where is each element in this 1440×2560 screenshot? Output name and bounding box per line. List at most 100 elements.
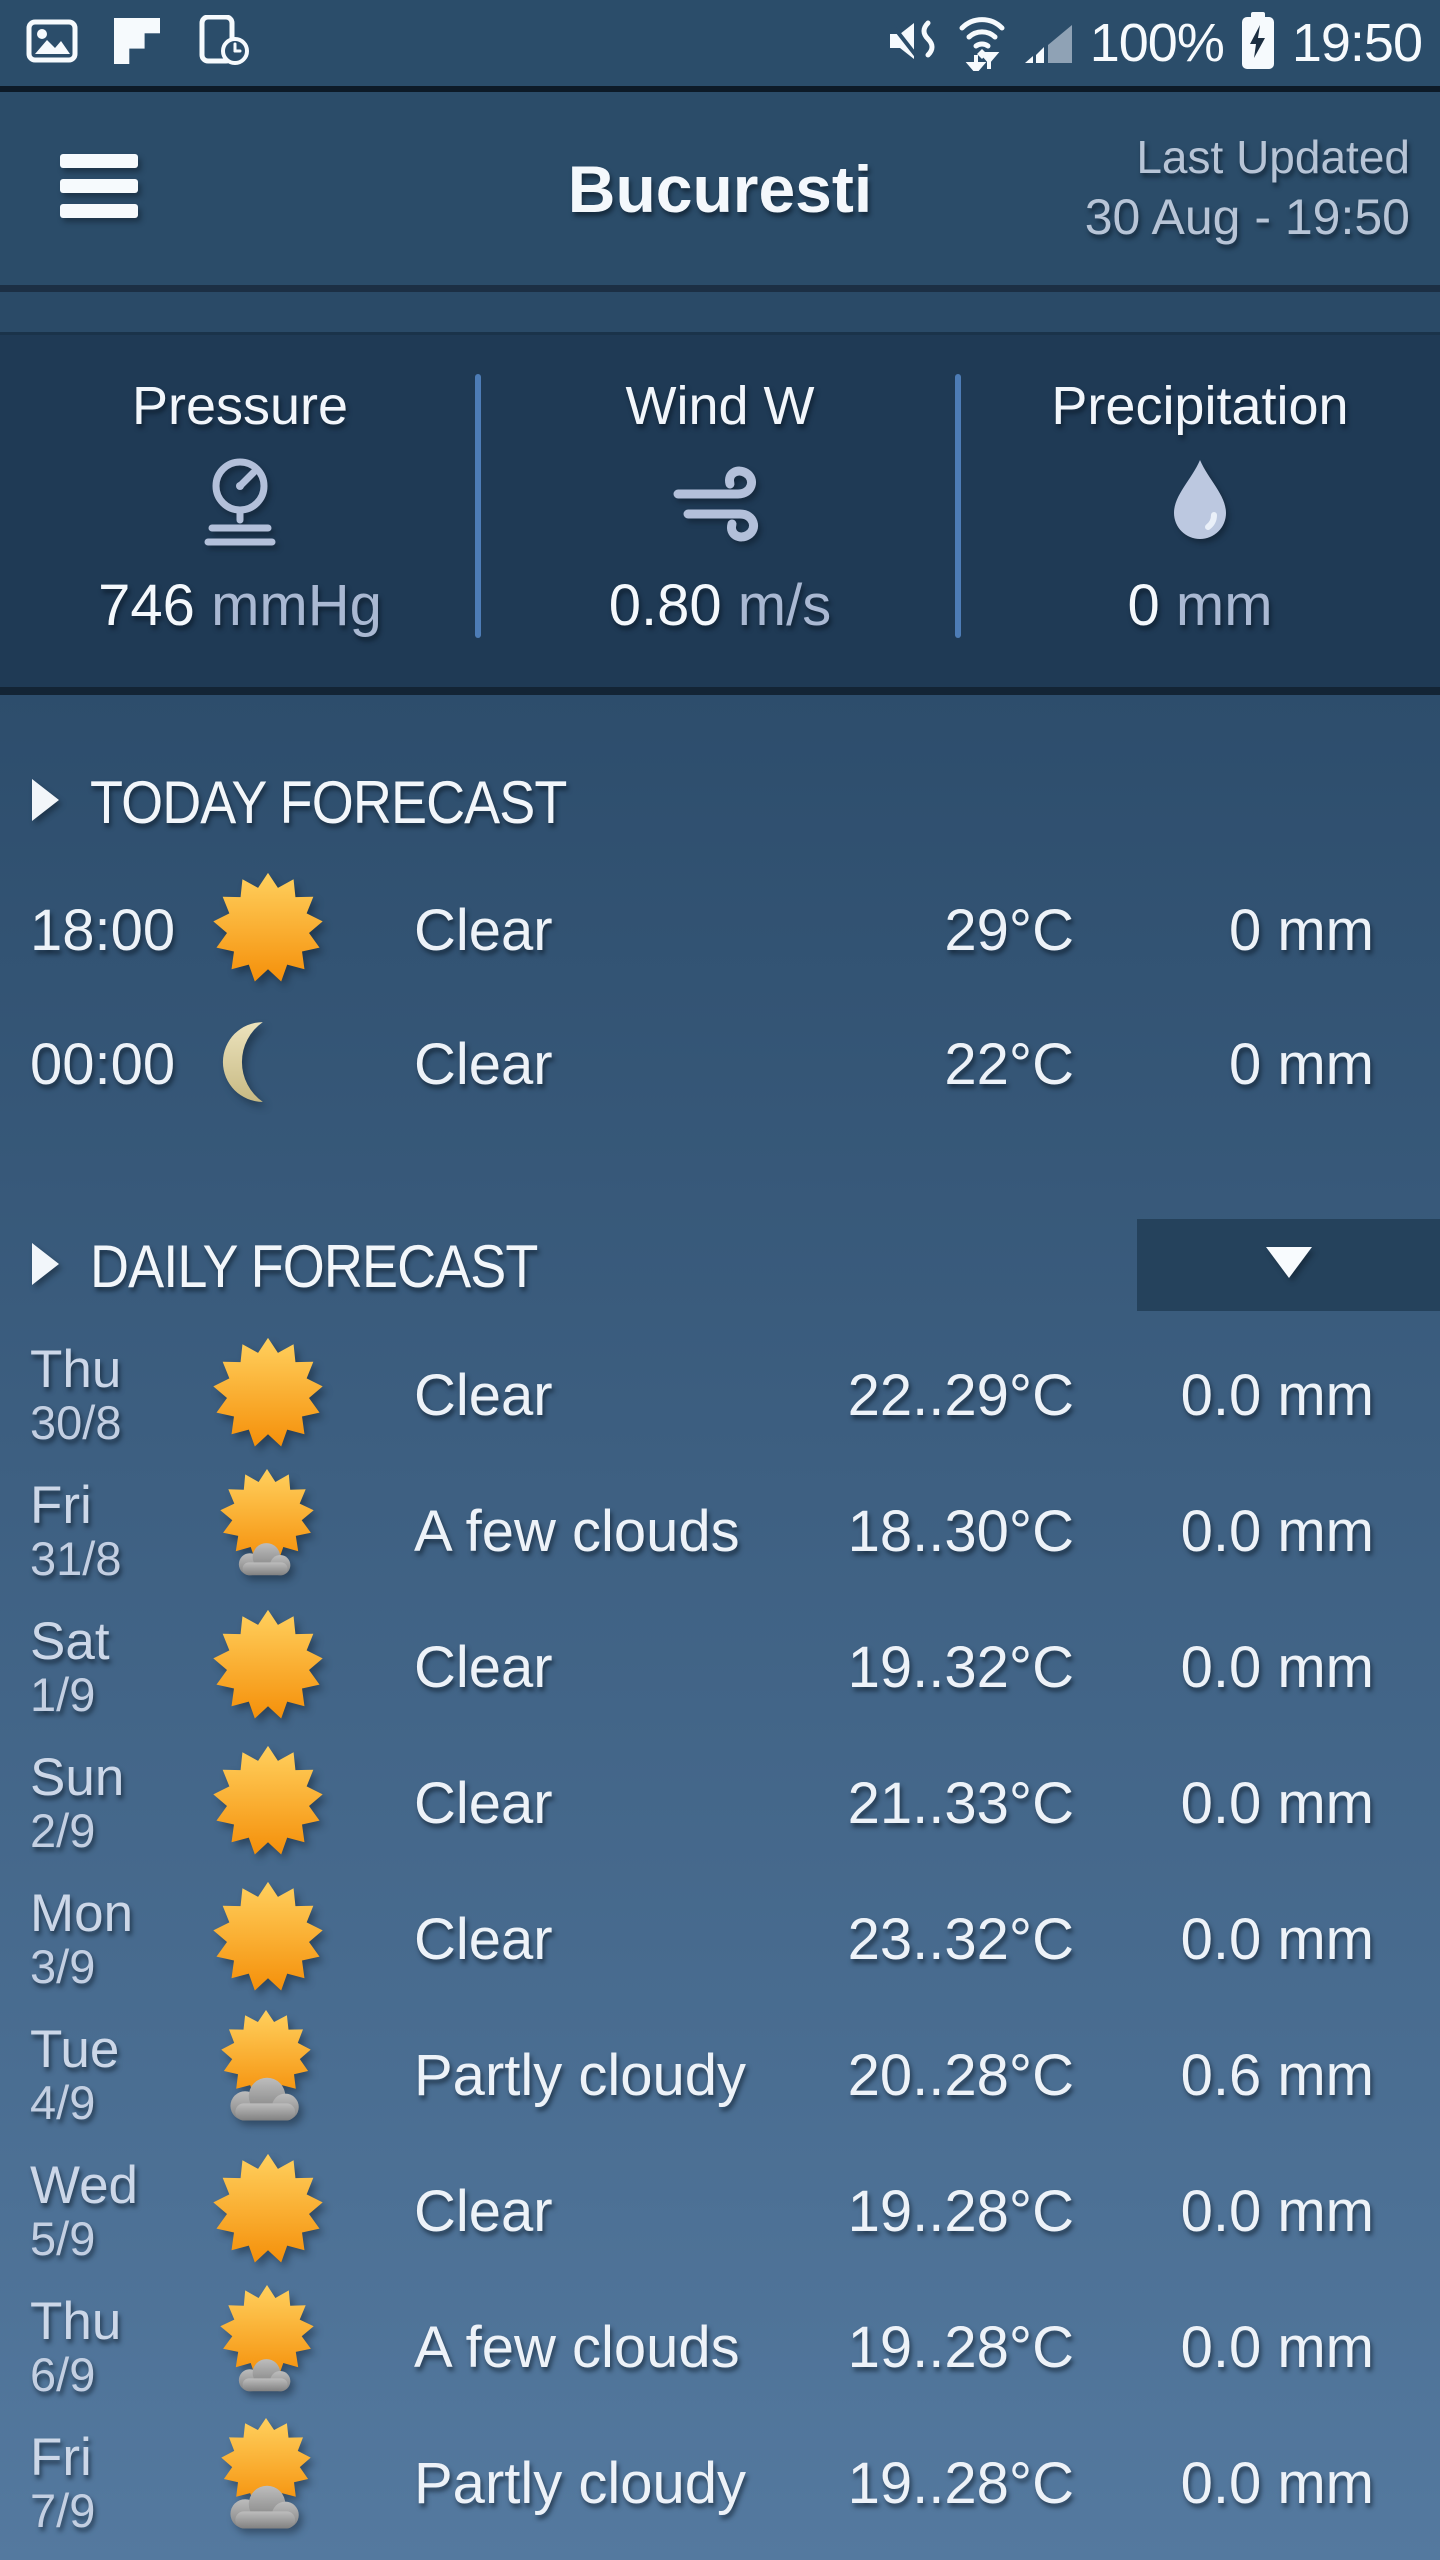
- daily-forecast-list: Thu 30/8 Clear 22..29°C 0.0 mm Fri 31/8: [0, 1327, 1440, 2551]
- status-bar: 100% 19:50: [0, 0, 1440, 92]
- forecast-condition: Clear: [414, 897, 553, 963]
- forecast-precip: 0.0 mm: [1180, 1362, 1374, 1428]
- forecast-temp: 18..30°C: [847, 1498, 1074, 1564]
- daily-forecast-header[interactable]: DAILY FORECAST: [0, 1219, 1440, 1311]
- forecast-temp: 22..29°C: [847, 1362, 1074, 1428]
- daily-row: Tue 4/9 Partly cloudy 20..28°C 0.6 mm: [0, 2007, 1440, 2143]
- metric-wind: Wind W 0.80 m/s: [480, 335, 960, 687]
- metric-pressure: Pressure 746 mmHg: [0, 335, 480, 687]
- wifi-arrows-icon: [956, 11, 1008, 76]
- forecast-precip: 0.0 mm: [1180, 2178, 1374, 2244]
- notification-icons: [26, 14, 250, 72]
- weather-icon: [204, 2009, 332, 2142]
- daily-forecast-title: DAILY FORECAST: [90, 1232, 538, 1300]
- daily-row: Thu 30/8 Clear 22..29°C 0.0 mm: [0, 1327, 1440, 1463]
- daily-row: Fri 7/9 Partly cloudy 19..28°C 0.0 mm: [0, 2415, 1440, 2551]
- daily-row: Thu 6/9 A few clouds 19..28°C 0.0 mm: [0, 2279, 1440, 2415]
- forecast-condition: Clear: [414, 1634, 553, 1700]
- metrics-panel: Pressure 746 mmHg Wind W 0.80 m/s: [0, 335, 1440, 695]
- forecast-time: 18:00: [30, 897, 176, 963]
- daily-row: Fri 31/8 A few clouds 18..30°C 0.0 mm: [0, 1463, 1440, 1599]
- section-triangle-icon: [32, 1242, 60, 1290]
- forecast-precip: 0.0 mm: [1180, 1498, 1374, 1564]
- forecast-day: Sat 1/9: [30, 1612, 110, 1722]
- forecast-temp: 21..33°C: [847, 1770, 1074, 1836]
- weather-icon: [209, 2150, 327, 2273]
- metric-precipitation: Precipitation 0 mm: [960, 335, 1440, 687]
- battery-charging-icon: [1240, 11, 1276, 75]
- wind-value: 0.80 m/s: [608, 573, 832, 638]
- forecast-condition: Partly cloudy: [414, 2450, 747, 2516]
- forecast-temp: 20..28°C: [847, 2042, 1074, 2108]
- flipboard-icon: [114, 17, 160, 69]
- weather-icon: [209, 1878, 327, 2001]
- forecast-precip: 0.0 mm: [1180, 1906, 1374, 1972]
- gallery-icon: [26, 19, 78, 68]
- today-forecast-header[interactable]: TODAY FORECAST: [0, 757, 1440, 847]
- today-forecast-title: TODAY FORECAST: [90, 768, 567, 836]
- raindrop-icon: [1154, 452, 1246, 557]
- today-row: 18:00 Clear 29°C 0 mm: [0, 863, 1440, 997]
- forecast-precip: 0.0 mm: [1180, 1634, 1374, 1700]
- daily-row: Wed 5/9 Clear 19..28°C 0.0 mm: [0, 2143, 1440, 2279]
- screenshot-clock-icon: [196, 14, 250, 72]
- forecast-day: Mon 3/9: [30, 1884, 134, 1994]
- pressure-label: Pressure: [131, 376, 349, 436]
- forecast-precip: 0 mm: [1229, 1031, 1374, 1097]
- pressure-value: 746 mmHg: [98, 573, 382, 638]
- expand-daily-button[interactable]: [1137, 1219, 1440, 1311]
- today-forecast-list: 18:00 Clear 29°C 0 mm 00:00 Clear: [0, 863, 1440, 1131]
- page-title: Bucuresti: [567, 151, 873, 226]
- precipitation-value: 0 mm: [1127, 573, 1273, 638]
- status-time: 19:50: [1291, 13, 1423, 73]
- mute-vibrate-icon: [888, 18, 940, 69]
- weather-icon: [209, 1742, 327, 1865]
- hamburger-icon: [60, 154, 140, 223]
- weather-icon: [216, 1010, 320, 1119]
- forecast-day: Fri 31/8: [30, 1476, 122, 1586]
- system-status-icons: 100% 19:50: [888, 11, 1423, 76]
- wind-label: Wind W: [625, 376, 815, 436]
- forecast-temp: 23..32°C: [847, 1906, 1074, 1972]
- forecast-temp: 19..32°C: [847, 1634, 1074, 1700]
- forecast-day: Thu 30/8: [30, 1340, 122, 1450]
- weather-icon: [209, 869, 327, 992]
- app-header: Bucuresti Last Updated 30 Aug - 19:50: [0, 92, 1440, 292]
- forecast-area: TODAY FORECAST 18:00 Clear 29°C 0 mm 00:…: [0, 757, 1440, 2551]
- section-triangle-icon: [32, 778, 60, 826]
- weather-icon: [205, 2282, 331, 2413]
- forecast-day: Thu 6/9: [30, 2292, 122, 2402]
- panel-divider: [475, 374, 481, 638]
- forecast-day: Wed 5/9: [30, 2156, 139, 2266]
- daily-row: Sun 2/9 Clear 21..33°C 0.0 mm: [0, 1735, 1440, 1871]
- last-updated-label: Last Updated: [1136, 130, 1410, 183]
- daily-row: Sat 1/9 Clear 19..32°C 0.0 mm: [0, 1599, 1440, 1735]
- forecast-condition: A few clouds: [414, 1498, 740, 1564]
- signal-strength-icon: [1024, 17, 1074, 70]
- today-row: 00:00 Clear 22°C 0 mm: [0, 997, 1440, 1131]
- weather-icon: [205, 1466, 331, 1597]
- forecast-day: Tue 4/9: [30, 2020, 120, 2130]
- battery-percent: 100%: [1089, 13, 1225, 73]
- header-gap-band: [0, 292, 1440, 335]
- forecast-temp: 22°C: [944, 1031, 1074, 1097]
- forecast-condition: Clear: [414, 2178, 553, 2244]
- forecast-condition: Clear: [414, 1031, 553, 1097]
- forecast-time: 00:00: [30, 1031, 176, 1097]
- weather-icon: [204, 2417, 332, 2550]
- daily-row: Mon 3/9 Clear 23..32°C 0.0 mm: [0, 1871, 1440, 2007]
- wind-icon: [664, 454, 776, 555]
- weather-icon: [209, 1606, 327, 1729]
- last-updated: Last Updated 30 Aug - 19:50: [1085, 129, 1410, 249]
- last-updated-value: 30 Aug - 19:50: [1084, 189, 1410, 245]
- forecast-temp: 19..28°C: [847, 2450, 1074, 2516]
- forecast-condition: Clear: [414, 1362, 553, 1428]
- forecast-precip: 0 mm: [1229, 897, 1374, 963]
- caret-down-icon: [1265, 1246, 1312, 1284]
- forecast-precip: 0.0 mm: [1180, 1770, 1374, 1836]
- forecast-temp: 19..28°C: [847, 2178, 1074, 2244]
- precipitation-label: Precipitation: [1051, 376, 1349, 436]
- forecast-condition: Clear: [414, 1770, 553, 1836]
- menu-button[interactable]: [60, 154, 142, 223]
